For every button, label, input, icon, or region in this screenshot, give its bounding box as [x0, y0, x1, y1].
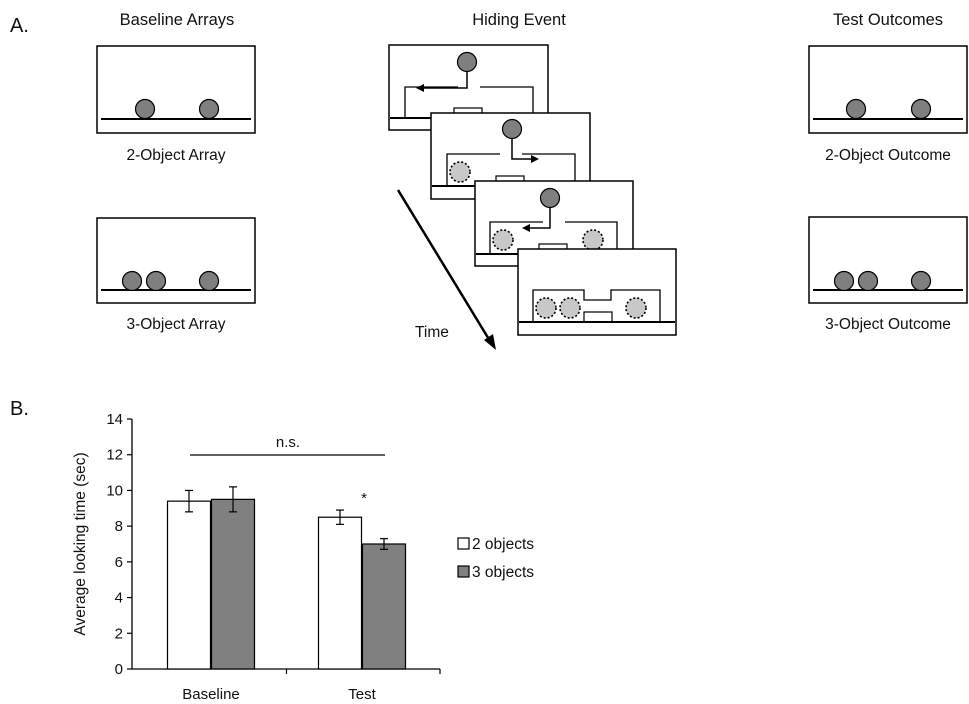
legend-label: 3 objects [472, 564, 534, 581]
hidden-object-circle [582, 229, 604, 251]
y-tick-label: 10 [106, 482, 123, 499]
hidden-object-circle [449, 161, 471, 183]
bar [166, 500, 212, 670]
hidden-object-circle [492, 229, 514, 251]
baseline-heading: Baseline Arrays [120, 11, 235, 29]
x-category-label: Test [348, 686, 376, 703]
hidden-object-circle [559, 297, 581, 319]
legend-swatch [457, 537, 470, 550]
legend-label: 2 objects [472, 536, 534, 553]
y-axis-title: Average looking time (sec) [72, 452, 89, 635]
caption-2-object-outcome: 2-Object Outcome [825, 147, 951, 164]
baseline-3-object-array [96, 217, 256, 304]
object-circle [539, 187, 561, 209]
ns-annotation: n.s. [276, 434, 300, 451]
y-tick-label: 4 [115, 590, 123, 607]
object-circle [198, 270, 220, 292]
bar [210, 498, 256, 670]
caption-2-object-array: 2-Object Array [126, 147, 225, 164]
y-tick-label: 14 [106, 411, 123, 428]
hiding-frame-4 [517, 248, 677, 336]
x-category-label: Baseline [182, 686, 240, 703]
object-circle [845, 98, 867, 120]
baseline-2-object-array [96, 45, 256, 134]
test-2-object-outcome [808, 45, 968, 134]
legend: 2 objects 3 objects [457, 536, 534, 581]
bar [361, 543, 407, 670]
panel-b-label: B. [10, 398, 29, 420]
object-circle [833, 270, 855, 292]
object-circle [145, 270, 167, 292]
object-circle [456, 51, 478, 73]
bar-chart: 0 2 4 6 8 10 12 14 Baseline Test n.s. * Average look… [72, 411, 534, 703]
caption-3-object-array: 3-Object Array [126, 316, 225, 333]
object-circle [910, 98, 932, 120]
hidden-object-circle [535, 297, 557, 319]
y-tick-label: 6 [115, 554, 123, 571]
object-circle [910, 270, 932, 292]
panel-a-label: A. [10, 15, 29, 37]
bar [317, 516, 363, 670]
y-tick-label: 0 [115, 661, 123, 678]
object-circle [501, 118, 523, 140]
object-circle [121, 270, 143, 292]
y-tick-label: 12 [106, 447, 123, 464]
time-arrow [396, 189, 496, 350]
y-tick-label: 8 [115, 518, 123, 535]
object-circle [198, 98, 220, 120]
test-heading: Test Outcomes [833, 11, 943, 29]
object-circle [134, 98, 156, 120]
y-tick-label: 2 [115, 625, 123, 642]
object-circle [857, 270, 879, 292]
caption-3-object-outcome: 3-Object Outcome [825, 316, 951, 333]
legend-swatch [457, 565, 470, 578]
hiding-heading: Hiding Event [472, 11, 566, 29]
significance-star: * [361, 490, 367, 507]
hidden-object-circle [625, 297, 647, 319]
time-label: Time [415, 324, 449, 341]
test-3-object-outcome [808, 216, 968, 304]
